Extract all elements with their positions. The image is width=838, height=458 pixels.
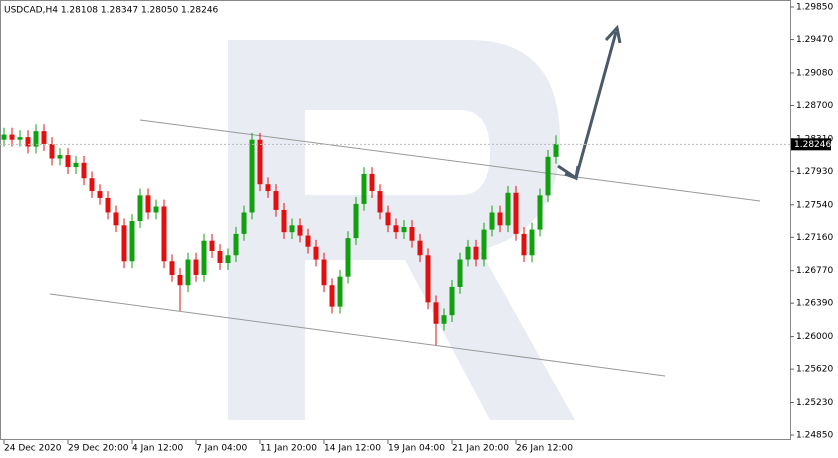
candle-body [401,227,407,233]
x-tick-label: 14 Jan 12:00 [324,444,381,454]
candle-body [97,191,103,198]
candle-body [457,259,463,287]
candle-body [361,173,367,204]
candle-body [161,206,167,262]
candle-body [281,209,287,233]
chart-title: USDCAD,H4 1.28108 1.28347 1.28050 1.2824… [4,6,219,16]
candle-body [529,229,535,256]
candle-body [193,259,199,275]
candle-body [449,286,455,316]
candle-body [81,162,87,179]
candle-body [289,225,295,233]
candle-body [65,155,71,168]
candle-body [257,139,263,185]
candle-body [49,143,55,159]
y-tick-label: 1.29080 [796,68,833,78]
candle-body [137,195,143,222]
candle-body [129,221,135,262]
candle-body [537,195,543,230]
candle-body [545,156,551,196]
candle-body [1,134,7,140]
candle-body [249,139,255,213]
candle-body [497,212,503,226]
candle-body [417,240,423,256]
candle-body [17,137,23,140]
candle-body [385,212,391,226]
forecast-arrow [557,24,622,181]
candle-body [185,259,191,286]
candle-body [217,250,223,263]
candle-body [209,240,215,251]
y-tick-label: 1.29850 [796,3,833,13]
channel-lower [49,293,666,377]
candle-body [273,191,279,210]
candle-body [145,195,151,213]
x-tick-label: 7 Jan 04:00 [196,444,248,454]
candle-body [473,246,479,260]
candle-body [513,192,519,234]
candle-body [505,192,511,226]
y-tick-label: 1.28700 [796,101,833,111]
candle-body [441,315,447,324]
candle-body [369,173,375,192]
y-tick-label: 1.26770 [796,266,833,276]
candle-body [489,212,495,230]
candle-body [465,246,471,260]
y-tick-label: 1.24850 [796,431,833,441]
channel-upper [139,119,761,202]
candle-body [153,206,159,213]
candle-body [113,212,119,226]
candle-body [121,225,127,262]
candle-body [377,191,383,213]
candle-body [233,233,239,256]
candle-body [409,227,415,241]
candle-body [225,255,231,263]
x-tick-label: 11 Jan 20:00 [260,444,317,454]
y-tick-label: 1.27930 [796,167,833,177]
last-price-label: 1.28246 [794,140,831,150]
candle-body [521,233,527,256]
y-tick-label: 1.26390 [796,299,833,309]
candle-body [89,178,95,192]
x-tick-label: 29 Dec 20:00 [68,444,129,454]
y-tick-label: 1.26000 [796,332,833,342]
candle-body [481,229,487,260]
candle-body [169,261,175,275]
candle-body [177,274,183,286]
candle-body [73,162,79,168]
candle-body [105,197,111,213]
x-tick-label: 21 Jan 20:00 [452,444,509,454]
candle-body [241,212,247,234]
candle-body [33,131,39,147]
candle-body [345,238,351,277]
y-tick-label: 1.25620 [796,365,833,375]
candle-body [41,131,47,144]
candle-body [425,255,431,303]
candle-body [393,225,399,233]
candle-body [353,203,359,239]
candle-body [553,143,559,157]
y-tick-label: 1.27160 [796,233,833,243]
candle-body [313,246,319,260]
x-tick-label: 4 Jan 12:00 [132,444,184,454]
last-price-box [791,138,831,151]
candle-body [265,184,271,192]
candle-body [329,285,335,307]
y-tick-label: 1.29470 [796,35,833,45]
candle-body [433,302,439,324]
candle-body [321,259,327,286]
candle-body [9,134,15,140]
y-tick-label: 1.27540 [796,200,833,210]
candle-body [297,225,303,236]
candle-body [337,276,343,307]
y-tick-label: 1.25230 [796,398,833,408]
candle-body [57,155,63,159]
x-tick-label: 26 Jan 12:00 [516,444,573,454]
candle-body [305,235,311,247]
candle-body [25,137,31,147]
candle-body [201,240,207,275]
x-tick-label: 24 Dec 2020 [4,444,62,454]
x-tick-label: 19 Jan 04:00 [388,444,445,454]
